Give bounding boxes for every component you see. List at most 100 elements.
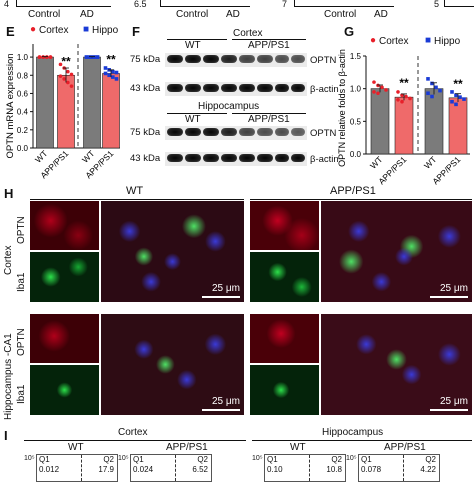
data-point (103, 71, 108, 76)
data-point (37, 55, 42, 59)
quadrant-gate-line (309, 455, 310, 481)
legend-cortex-label: Cortex (379, 36, 409, 47)
flow-cytometry-plot: Q1 0.012 Q2 17.9 (36, 454, 118, 482)
data-point (95, 55, 100, 59)
micrograph-cortex-wt-optn (30, 201, 99, 250)
flow-cytometry-plot: Q1 0.078 Q2 4.22 (358, 454, 440, 482)
scale-bar (430, 409, 468, 411)
data-point (380, 85, 384, 90)
quadrant-gate-line (81, 455, 82, 481)
data-point (66, 80, 70, 85)
scale-bar-label: 25 μm (440, 396, 468, 407)
quadrant-value: 6.52 (192, 465, 208, 474)
micrograph-hippo-wt-iba1 (30, 365, 99, 415)
legend-g: ● Cortex ■ Hippo (370, 36, 474, 48)
data-point (462, 97, 466, 101)
flow-axis-tick: 10⁵ (252, 455, 263, 462)
data-point (114, 70, 119, 75)
bar (424, 88, 444, 155)
y-tick-label: 1.5 (350, 52, 362, 61)
data-point (376, 91, 380, 96)
kda-label: 43 kDa (130, 83, 161, 94)
flow-axis-tick: 10⁵ (118, 455, 129, 462)
y-tick-label: 0.0 (350, 150, 362, 159)
data-point (45, 55, 49, 59)
row-label-cortex: Cortex (3, 245, 14, 275)
micrograph-cortex-app-merge: 25 μm (321, 201, 472, 302)
region-bar-hippocampus (252, 440, 472, 441)
data-point (376, 83, 380, 88)
legend-hippo-marker: ■ (83, 24, 90, 35)
data-point (426, 77, 430, 81)
top-fragment-mid: 6.5 Control AD (130, 0, 260, 22)
western-blot-optn-hippo (165, 126, 307, 140)
western-blot-actin-hippo (165, 152, 307, 166)
category-label: WT (368, 154, 384, 170)
group-label-wt: WT (185, 114, 201, 125)
data-point (430, 81, 434, 86)
group-label: APP/PS1 (384, 442, 426, 453)
category-label: Control (324, 9, 357, 20)
data-point (372, 90, 376, 94)
channel-label-iba1: Iba1 (16, 384, 27, 404)
quadrant-value: 0.10 (267, 465, 283, 474)
chart-e: OPTN mRNA expression 0.00.20.40.60.81.0 … (5, 44, 120, 180)
scale-bar (202, 296, 240, 298)
y-tick-label: 0.4 (17, 108, 29, 117)
data-point (408, 96, 412, 101)
data-point (372, 80, 376, 84)
significance-marker: ** (399, 76, 409, 90)
category-label: WT (422, 154, 438, 170)
data-point (450, 99, 454, 104)
scale-bar-label: 25 μm (440, 283, 468, 294)
hippocampus-label-f: Hippocampus (198, 101, 260, 112)
quadrant-label: Q1 (39, 455, 50, 464)
data-point (69, 72, 74, 77)
top-fragment-right: 7 Control AD (270, 0, 410, 22)
quadrant-value: 10.8 (326, 465, 342, 474)
kda-label: 75 kDa (130, 127, 161, 138)
tick-label: 6.5 (134, 0, 147, 9)
category-label: Control (176, 9, 209, 20)
panel-letter-e: E (6, 24, 15, 39)
region-bar-cortex (24, 440, 246, 441)
micrograph-hippo-wt-merge: 25 μm (101, 314, 244, 415)
group-label-app: APP/PS1 (248, 114, 290, 125)
data-point (107, 73, 111, 78)
data-point (66, 69, 70, 74)
data-point (58, 74, 63, 78)
data-point (48, 55, 53, 59)
panel-letter-f: F (132, 24, 140, 39)
quadrant-label: Q1 (361, 455, 372, 464)
group-label: APP/PS1 (166, 442, 208, 453)
channel-label-optn: OPTN (16, 328, 27, 356)
y-tick-label: 0.2 (17, 126, 29, 135)
panel-letter-g: G (344, 24, 355, 39)
data-point (111, 69, 115, 74)
y-tick-label: 1.0 (17, 53, 29, 62)
data-point (434, 85, 438, 90)
legend-hippo-label: Hippo (434, 36, 461, 47)
quadrant-gate-line (403, 455, 404, 481)
legend-cortex-label: Cortex (39, 25, 69, 36)
data-point (62, 77, 66, 81)
data-point (92, 55, 96, 59)
bar (394, 96, 414, 155)
micrograph-cortex-wt-iba1 (30, 252, 99, 302)
quadrant-label: Q1 (267, 455, 278, 464)
quadrant-label: Q2 (331, 455, 342, 464)
data-point (438, 88, 442, 93)
y-tick-label: 0.6 (17, 89, 29, 98)
quadrant-value: 0.078 (361, 465, 382, 474)
scale-bar (430, 296, 468, 298)
kda-label: 43 kDa (130, 153, 161, 164)
data-point (454, 93, 458, 97)
flow-cytometry-plot: Q1 0.024 Q2 6.52 (130, 454, 212, 482)
quadrant-label: Q2 (103, 455, 114, 464)
data-point (404, 94, 408, 99)
bar (83, 56, 101, 149)
significance-marker: ** (61, 54, 71, 68)
group-label: WT (68, 442, 84, 453)
legend-e: ● Cortex ■ Hippo (30, 25, 140, 37)
bar (448, 97, 468, 155)
